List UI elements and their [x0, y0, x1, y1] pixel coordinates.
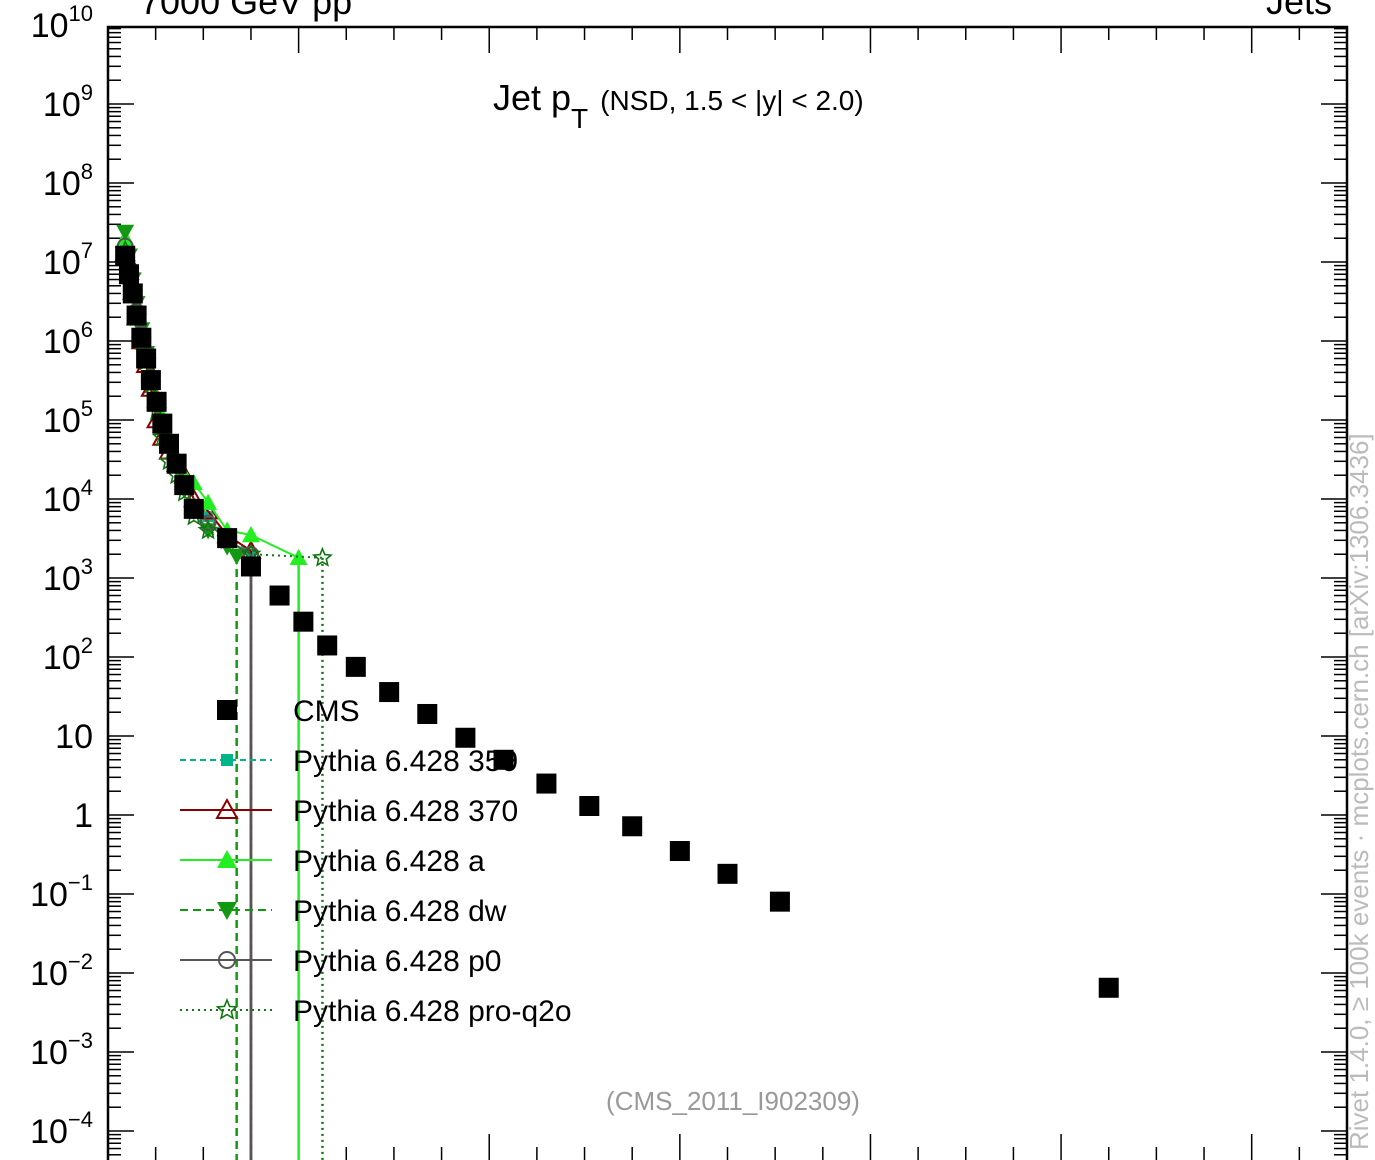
- cms-point: [146, 391, 167, 412]
- legend-label: Pythia 6.428 p0: [293, 945, 502, 978]
- energy-label: 7000 GeV pp: [140, 0, 352, 22]
- cms-point: [1098, 977, 1119, 998]
- y-tick-label: 108: [43, 159, 93, 203]
- legend-entry: Pythia 6.428 p0: [180, 945, 502, 978]
- chart-title: Jet pT(NSD, 1.5 < |y| < 2.0): [493, 77, 864, 134]
- series-3: [116, 224, 246, 1160]
- y-tick-label: 106: [43, 317, 93, 361]
- series-point: [311, 546, 333, 567]
- legend-label: Pythia 6.428 370: [293, 795, 518, 828]
- cms-point: [152, 413, 173, 434]
- cms-point: [769, 891, 790, 912]
- legend: CMS Pythia 6.428 359 Pythia 6.428 370 Pythi…: [180, 695, 572, 1028]
- title-main: Jet pT(NSD, 1.5 < |y| < 2.0): [493, 77, 864, 134]
- legend-entry: CMS: [217, 695, 360, 728]
- cms-point: [622, 816, 643, 837]
- cms-point: [717, 863, 738, 884]
- x-axis: [107, 27, 1348, 1160]
- series-point: [116, 224, 135, 241]
- cms-point: [240, 556, 261, 577]
- legend-entry: Pythia 6.428 370: [180, 795, 518, 828]
- cms-point: [126, 305, 147, 326]
- legend-marker: [215, 997, 239, 1020]
- legend-marker: [217, 850, 237, 868]
- legend-marker: [217, 700, 237, 720]
- legend-marker: [221, 754, 233, 766]
- y-tick-label: 103: [43, 554, 93, 598]
- y-tick-label: 102: [43, 633, 93, 677]
- cms-point: [183, 498, 204, 519]
- cms-point: [579, 795, 600, 816]
- legend-label: Pythia 6.428 a: [293, 845, 485, 878]
- cms-point: [166, 453, 187, 474]
- analysis-id: (CMS_2011_I902309): [606, 1086, 860, 1116]
- cms-point: [136, 348, 157, 369]
- cms-point: [493, 749, 514, 770]
- y-tick-label: 10−2: [30, 949, 93, 993]
- series-point: [289, 548, 308, 566]
- cms-point: [293, 611, 314, 632]
- legend-marker: [215, 797, 239, 819]
- legend-entry: Pythia 6.428 pro-q2o: [180, 995, 572, 1028]
- cms-point: [140, 370, 161, 391]
- cms-point: [379, 682, 400, 703]
- series-point: [241, 526, 260, 543]
- legend-label: CMS: [293, 695, 360, 728]
- legend-entry: Pythia 6.428 359: [180, 745, 518, 778]
- cms-point: [317, 635, 338, 656]
- cms-point: [536, 773, 557, 794]
- cms-point: [158, 433, 179, 454]
- cms-point: [345, 656, 366, 677]
- series-point: [227, 548, 246, 565]
- cms-point: [455, 727, 476, 748]
- y-tick-label: 107: [43, 238, 93, 282]
- legend-label: Pythia 6.428 359: [293, 745, 518, 778]
- cms-point: [269, 585, 290, 606]
- y-tick-label: 109: [43, 80, 93, 124]
- legend-marker: [218, 951, 236, 969]
- cms-data-points: [115, 245, 1119, 998]
- y-tick-label: 10: [55, 718, 93, 756]
- y-axis: 101010910810710610510410310210110−110−21…: [30, 1, 1347, 1156]
- legend-label: Pythia 6.428 pro-q2o: [293, 995, 572, 1028]
- cms-point: [217, 528, 238, 549]
- y-tick-label: 1010: [31, 1, 93, 45]
- cms-point: [115, 245, 136, 266]
- y-tick-label: 105: [43, 396, 93, 440]
- plot-frame: [106, 25, 1349, 1160]
- series-1: [114, 241, 262, 1160]
- cms-point: [669, 841, 690, 862]
- legend-entry: Pythia 6.428 a: [180, 845, 485, 878]
- cms-point: [417, 703, 438, 724]
- cms-point: [174, 475, 195, 496]
- series-2: [116, 229, 308, 1160]
- y-tick-label: 10−1: [30, 870, 93, 914]
- y-tick-label: 104: [43, 475, 93, 519]
- series-point: [197, 519, 219, 540]
- cms-point: [131, 327, 152, 348]
- y-tick-label: 10−3: [30, 1028, 93, 1072]
- cms-point: [122, 283, 143, 304]
- y-tick-label: 10−4: [30, 1107, 93, 1151]
- side-label: Rivet 1.4.0, ≥ 100k events · mcplots.cer…: [1344, 433, 1374, 1150]
- cms-point: [118, 264, 139, 285]
- legend-marker: [217, 902, 237, 920]
- category-label: Jets: [1266, 0, 1332, 22]
- y-tick-label: 1: [74, 797, 93, 835]
- legend-entry: Pythia 6.428 dw: [180, 895, 507, 928]
- frame-rect: [106, 25, 1349, 1160]
- legend-label: Pythia 6.428 dw: [293, 895, 507, 928]
